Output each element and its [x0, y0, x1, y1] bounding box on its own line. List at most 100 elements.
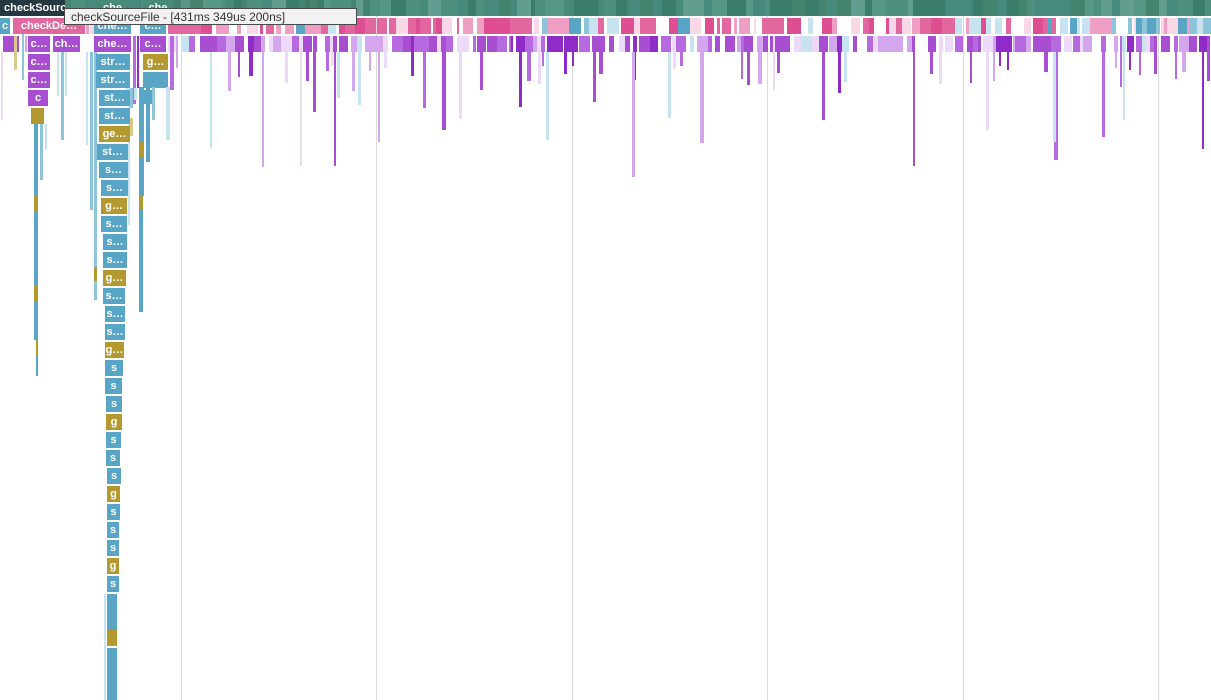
frame-s[interactable]: s… [105, 306, 125, 322]
frame[interactable] [1177, 18, 1187, 34]
frame-st[interactable]: st… [99, 90, 130, 106]
frame[interactable] [502, 36, 507, 52]
frame[interactable] [598, 18, 605, 34]
frame[interactable] [851, 0, 867, 16]
frame-g[interactable]: g [107, 486, 120, 502]
frame[interactable] [518, 52, 523, 107]
frame[interactable] [1149, 36, 1154, 52]
frame-checksourcefile-hovered[interactable]: checkSourceFile [0, 0, 65, 16]
frame[interactable] [527, 52, 531, 82]
frame[interactable] [457, 36, 464, 52]
frame[interactable] [1089, 18, 1102, 34]
frame[interactable] [302, 36, 313, 52]
frame[interactable] [714, 36, 720, 52]
frame[interactable] [1136, 18, 1143, 34]
frame-fragment[interactable] [107, 594, 117, 630]
frame[interactable] [364, 36, 376, 52]
frame-s[interactable]: s [106, 432, 121, 448]
frame[interactable] [794, 18, 801, 34]
frame[interactable] [423, 52, 427, 109]
frame[interactable] [609, 36, 615, 52]
frame[interactable] [672, 52, 676, 69]
frame[interactable] [707, 36, 713, 52]
frame-s[interactable]: s [107, 504, 120, 520]
frame-fragment[interactable] [137, 36, 139, 88]
frame-fragment[interactable] [176, 36, 178, 68]
frame[interactable] [248, 36, 254, 52]
frame[interactable] [414, 36, 421, 52]
frame[interactable] [801, 36, 812, 52]
frame[interactable] [272, 36, 281, 52]
frame[interactable] [1056, 0, 1072, 16]
frame[interactable] [1135, 36, 1139, 52]
frame[interactable] [955, 36, 963, 52]
frame[interactable] [563, 36, 568, 52]
frame[interactable] [201, 18, 213, 34]
frame[interactable] [547, 18, 560, 34]
frame[interactable] [969, 36, 973, 52]
frame[interactable] [299, 52, 303, 167]
frame[interactable] [1040, 36, 1051, 52]
frame-fragment[interactable] [94, 52, 97, 267]
frame[interactable] [696, 36, 708, 52]
frame[interactable] [486, 36, 497, 52]
frame[interactable] [1114, 52, 1117, 68]
frame[interactable] [285, 52, 288, 83]
frame[interactable] [821, 52, 826, 120]
frame[interactable] [441, 52, 446, 131]
frame[interactable] [999, 52, 1002, 67]
frame[interactable] [1206, 36, 1211, 52]
frame[interactable] [462, 18, 474, 34]
frame[interactable] [1101, 52, 1106, 137]
frame[interactable] [537, 36, 542, 52]
frame[interactable] [436, 36, 442, 52]
frame[interactable] [939, 52, 943, 84]
frame[interactable] [234, 36, 244, 52]
frame[interactable] [1186, 18, 1191, 34]
frame-fragment[interactable] [139, 158, 144, 196]
frame[interactable] [1156, 18, 1161, 34]
frame-che[interactable]: che… [94, 36, 131, 52]
frame-g[interactable]: g [106, 414, 122, 430]
frame-fragment[interactable] [104, 594, 106, 700]
frame[interactable] [734, 18, 738, 34]
frame[interactable] [679, 52, 683, 67]
frame[interactable] [571, 52, 575, 66]
frame[interactable] [993, 36, 996, 52]
frame-fragment[interactable] [146, 87, 150, 162]
frame[interactable] [1043, 52, 1048, 73]
frame[interactable] [541, 52, 545, 67]
frame-s[interactable]: s… [103, 234, 127, 250]
frame[interactable] [1190, 18, 1197, 34]
frame[interactable] [841, 36, 850, 52]
frame[interactable] [771, 18, 784, 34]
frame-st[interactable]: st… [99, 108, 130, 124]
frame[interactable] [829, 18, 833, 34]
frame[interactable] [564, 52, 567, 75]
frame[interactable] [180, 36, 190, 52]
frame[interactable] [1033, 36, 1041, 52]
frame-fragment[interactable] [86, 52, 88, 145]
frame[interactable] [237, 52, 241, 77]
frame-fragment[interactable] [210, 52, 212, 148]
frame[interactable] [446, 36, 453, 52]
frame[interactable] [408, 18, 416, 34]
frame[interactable] [787, 18, 795, 34]
frame[interactable] [1025, 36, 1032, 52]
frame[interactable] [645, 18, 657, 34]
frame[interactable] [892, 36, 904, 52]
frame-fragment[interactable] [40, 124, 43, 180]
frame-s[interactable]: s [105, 378, 122, 394]
frame[interactable] [672, 36, 677, 52]
frame-fragment[interactable] [152, 87, 155, 120]
frame-fragment[interactable] [139, 142, 144, 158]
frame[interactable] [705, 18, 715, 34]
frame[interactable] [1161, 36, 1166, 52]
frame[interactable] [299, 36, 303, 52]
frame[interactable] [489, 18, 502, 34]
frame[interactable] [1122, 52, 1126, 121]
frame[interactable] [537, 52, 541, 84]
frame[interactable] [832, 18, 838, 34]
frame[interactable] [968, 18, 982, 34]
frame-s[interactable]: s [107, 576, 119, 592]
